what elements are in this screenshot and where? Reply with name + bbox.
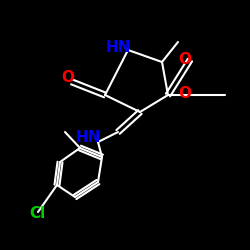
Text: O: O: [178, 52, 192, 68]
Text: O: O: [62, 70, 74, 86]
Text: HN: HN: [75, 130, 101, 146]
Text: O: O: [178, 86, 192, 100]
Text: Cl: Cl: [29, 206, 45, 220]
Text: HN: HN: [105, 40, 131, 56]
